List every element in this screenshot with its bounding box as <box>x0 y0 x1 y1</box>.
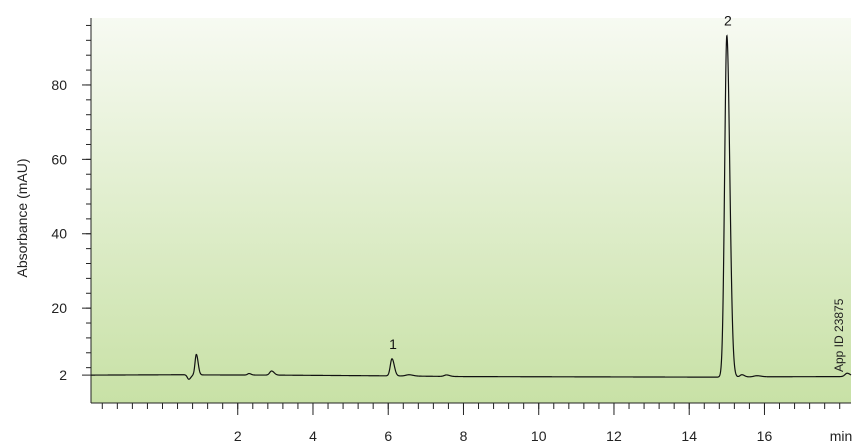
app-id-annotation: App ID 23875 <box>832 298 846 372</box>
y-axis-title: Absorbance (mAU) <box>14 158 30 277</box>
y-tick-label: 60 <box>51 151 67 167</box>
x-tick-label: 4 <box>309 428 317 444</box>
peak-label-2: 2 <box>724 13 732 29</box>
x-tick-label: 12 <box>606 428 622 444</box>
plot-background <box>91 18 851 403</box>
x-tick-label: 6 <box>384 428 392 444</box>
peak-labels: 12 <box>389 13 732 352</box>
x-tick-label: 10 <box>531 428 547 444</box>
y-tick-label: 40 <box>51 226 67 242</box>
x-tick-label: 14 <box>681 428 697 444</box>
peak-label-1: 1 <box>389 336 397 352</box>
x-tick-label: 16 <box>757 428 773 444</box>
y-tick-label: 80 <box>51 77 67 93</box>
chromatogram-trace <box>91 34 852 380</box>
y-tick-label: 2 <box>59 367 67 383</box>
x-tick-label: 8 <box>460 428 468 444</box>
y-tick-label: 20 <box>51 300 67 316</box>
y-axis: 2 20 40 60 80 <box>51 18 92 403</box>
x-axis-unit-label: min <box>830 428 853 444</box>
x-axis: 2 4 6 8 10 12 14 16 <box>91 402 851 444</box>
x-tick-label: 2 <box>234 428 242 444</box>
